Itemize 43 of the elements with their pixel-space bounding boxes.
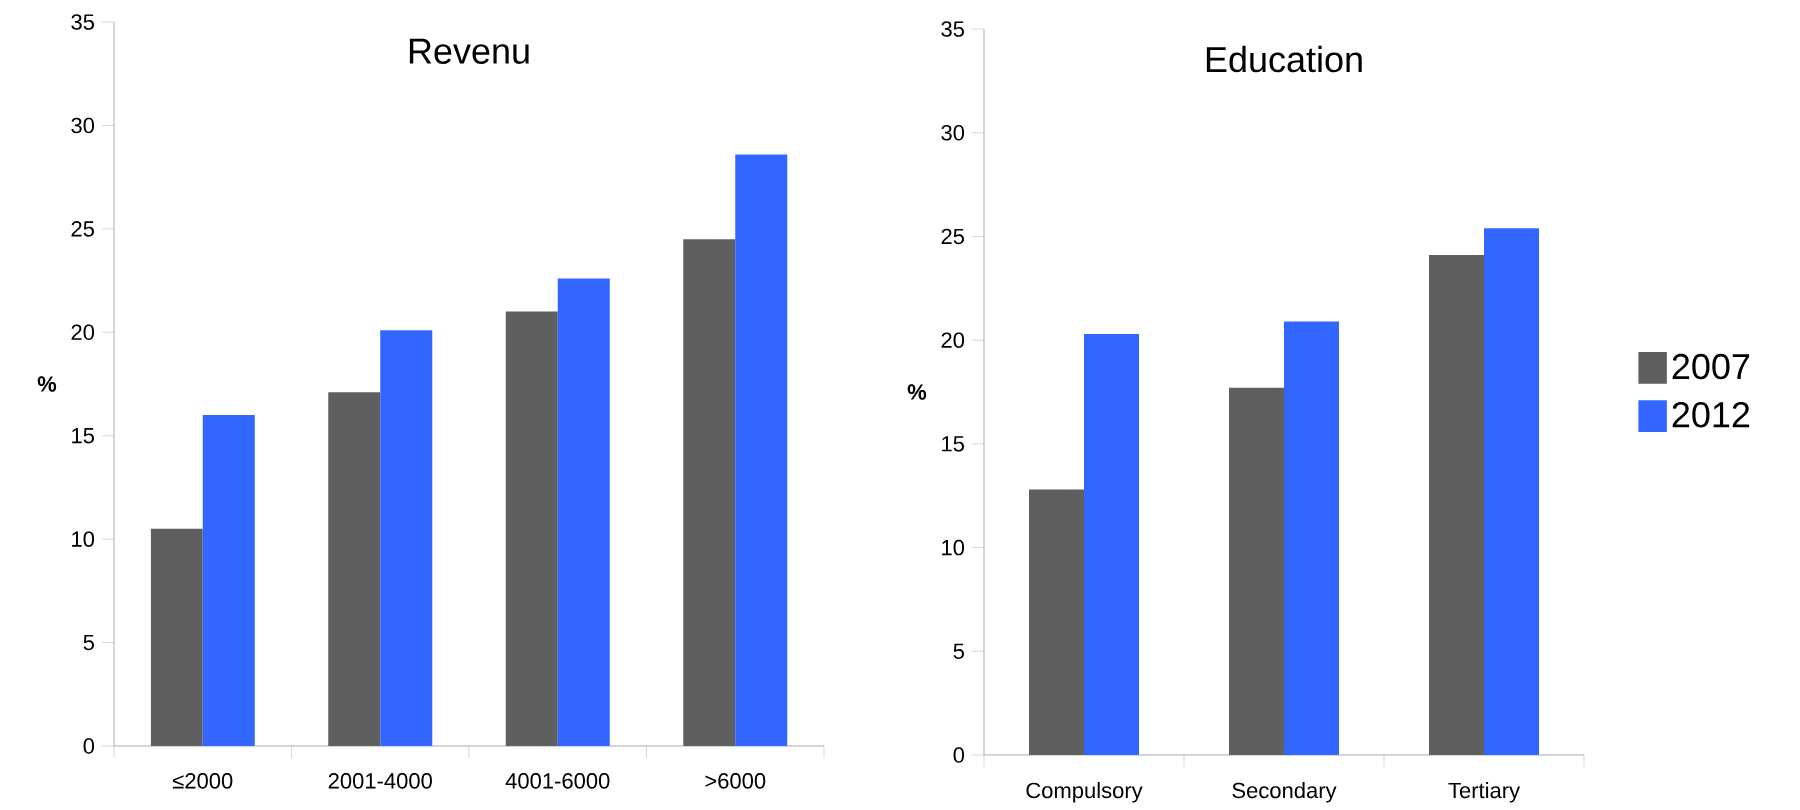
y-tick-label: 20 xyxy=(941,332,965,348)
x-tick-label: Secondary xyxy=(1232,782,1337,803)
bar xyxy=(328,392,381,746)
chart-title: Revenu xyxy=(409,38,529,64)
y-tick-label: 15 xyxy=(942,436,964,452)
bar xyxy=(202,415,255,746)
y-tick-label: 30 xyxy=(941,124,965,141)
x-tick-label: Tertiary xyxy=(1448,782,1521,803)
y-tick-label: 25 xyxy=(71,221,94,237)
y-tick-label: 5 xyxy=(83,634,94,651)
bar xyxy=(1429,255,1485,755)
y-tick-label: 35 xyxy=(941,21,964,37)
bar xyxy=(1084,333,1140,755)
legend-label: 2007 xyxy=(1672,353,1750,380)
y-tick-label: 15 xyxy=(72,428,94,444)
bar xyxy=(1029,489,1085,755)
bar xyxy=(1229,387,1285,755)
y-tick-label: 35 xyxy=(71,14,94,30)
x-tick-label: 4001-6000 xyxy=(505,773,610,789)
bar xyxy=(150,528,203,746)
bar xyxy=(557,278,610,746)
bar xyxy=(1284,321,1340,755)
bar xyxy=(1484,228,1540,755)
x-tick-label: >6000 xyxy=(705,773,766,789)
y-tick-label: 0 xyxy=(953,747,965,763)
legend-label: 2012 xyxy=(1672,401,1750,428)
y-axis-title: % xyxy=(37,376,57,392)
bar xyxy=(380,330,433,746)
y-tick-label: 0 xyxy=(83,738,95,754)
y-tick-label: 5 xyxy=(953,643,964,659)
y-tick-label: 10 xyxy=(72,531,95,547)
bar xyxy=(505,311,558,746)
x-tick-label: 2001-4000 xyxy=(328,773,432,789)
x-tick-label: Compulsory xyxy=(1026,782,1143,803)
chart-title: Education xyxy=(1206,45,1362,73)
bar xyxy=(735,154,788,746)
y-tick-label: 10 xyxy=(942,539,965,556)
y-tick-label: 20 xyxy=(71,324,95,341)
y-tick-label: 30 xyxy=(71,117,95,134)
bar xyxy=(683,239,736,746)
y-tick-label: 25 xyxy=(941,228,964,245)
x-tick-label: ≤2000 xyxy=(172,773,233,789)
y-axis-title: % xyxy=(907,384,927,400)
